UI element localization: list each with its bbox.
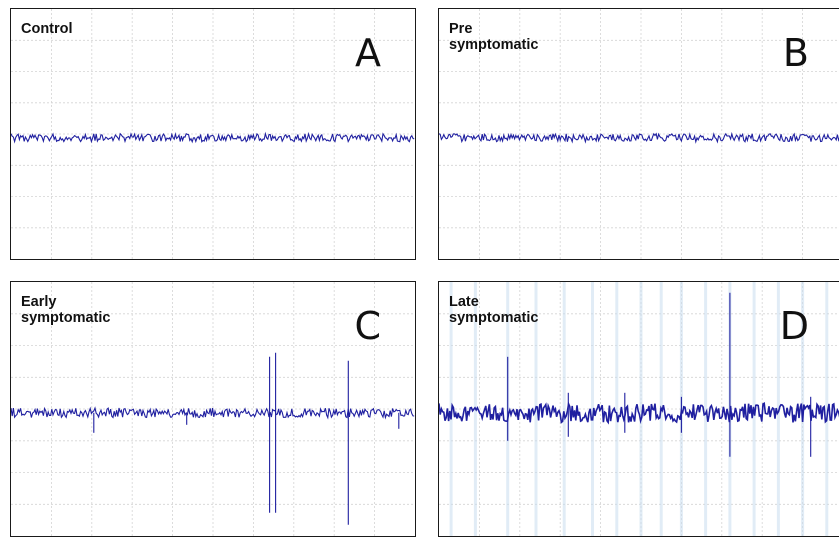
emg-trace — [439, 131, 839, 144]
panel-label: Control — [21, 21, 73, 37]
emg-trace — [11, 352, 415, 525]
panel-c: Early symptomatic C — [10, 281, 416, 537]
panel-letter: B — [782, 31, 809, 75]
panel-b: Pre symptomatic B — [438, 8, 839, 260]
panel-label: Early symptomatic — [21, 294, 111, 326]
baseline-signal — [439, 131, 839, 144]
emg-trace — [11, 131, 415, 144]
ghost-spike — [704, 282, 708, 536]
panel-d: Late symptomatic D — [438, 281, 839, 537]
panel-letter: C — [354, 304, 381, 348]
ghost-spike — [801, 282, 805, 536]
grid-lines — [11, 282, 415, 536]
panel-letter: D — [779, 304, 809, 348]
ghost-spike — [776, 282, 780, 536]
panel-a: Control A — [10, 8, 416, 260]
panel-label: Late symptomatic — [449, 294, 539, 326]
ghost-spike — [562, 282, 566, 536]
emg-trace — [439, 282, 839, 536]
baseline-signal — [439, 401, 839, 425]
ghost-spike — [591, 282, 594, 536]
ghost-spike — [639, 282, 643, 536]
panel-letter: A — [355, 31, 381, 75]
panel-label: Pre symptomatic — [449, 21, 539, 53]
ghost-spike — [615, 282, 619, 536]
baseline-signal — [11, 406, 415, 420]
baseline-signal — [11, 131, 415, 144]
ghost-spike — [825, 282, 829, 536]
